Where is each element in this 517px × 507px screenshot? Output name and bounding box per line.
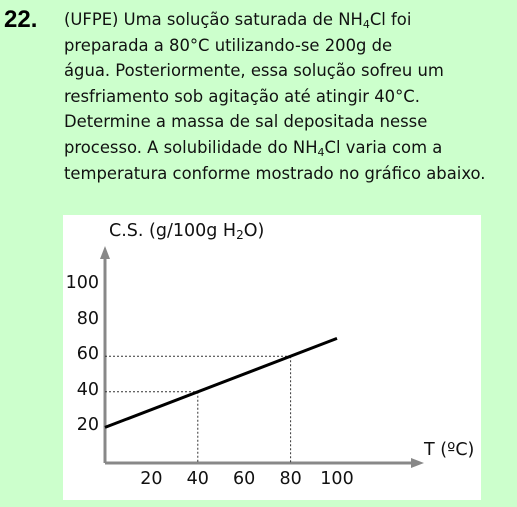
chart-canvas [100,246,424,468]
text-segment: (UFPE) Uma solução saturada de NH [64,10,363,29]
y-axis-label: C.S. (g/100g H2O) [109,221,265,242]
text-segment: processo. A solubilidade do NH [64,137,318,157]
question-line: Determine a massa de sal depositada ness… [64,109,514,135]
series-line [104,336,338,429]
y-tick-label: 100 [65,273,99,293]
question-line: água. Posteriormente, essa solução sofre… [64,58,514,84]
text-segment: Cl varia com a [324,137,443,157]
subscript: 4 [317,145,325,159]
text-segment: preparada a 80°C utilizando-se 200g de [64,35,393,55]
question-line: preparada a 80°C utilizando-se 200g de [64,33,514,59]
y-tick-label: 40 [76,379,99,400]
y-tick-label: 80 [76,308,99,329]
y-axis-arrow [100,246,110,259]
x-tick-label: 60 [233,469,256,489]
question-text: (UFPE) Uma solução saturada de NH4Cl foi… [64,7,514,186]
question-line: processo. A solubilidade do NH4Cl varia … [64,135,514,161]
question-line: temperatura conforme mostrado no gráfico… [64,161,514,187]
text-segment: Cl foi [369,10,412,29]
y-tick-label: 20 [76,415,99,436]
text-segment: Determine a massa de sal depositada ness… [64,112,428,132]
solubility-chart: C.S. (g/100g H2O) T (ºC) 20 40 60 80 100 20 40… [63,215,481,500]
x-tick-label: 40 [186,469,209,489]
x-axis-arrow [411,458,424,468]
x-tick-label: 100 [320,469,354,489]
subscript: 4 [362,18,370,31]
x-tick-label: 20 [140,469,163,489]
x-axis-label: T (ºC) [424,440,475,460]
text-segment: água. Posteriormente, essa solução sofre… [64,61,444,81]
y-tick-label: 60 [76,344,99,365]
x-tick-label: 80 [279,469,302,489]
question-number: 22. [4,6,38,33]
text-segment: temperatura conforme mostrado no gráfico… [64,163,486,183]
question-line: (UFPE) Uma solução saturada de NH4Cl foi [64,7,514,33]
question-line: resfriamento sob agitação até atingir 40… [64,84,514,110]
text-segment: resfriamento sob agitação até atingir 40… [64,86,420,106]
